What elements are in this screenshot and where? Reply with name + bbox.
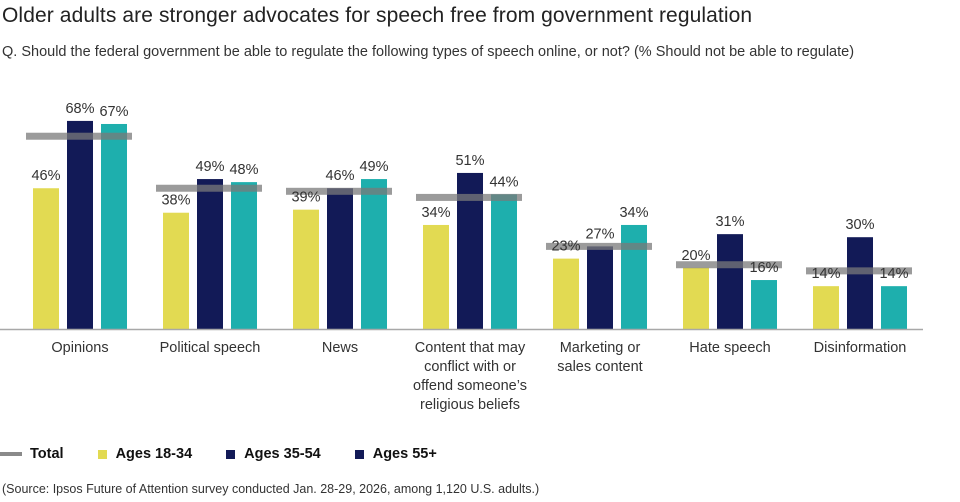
bar-ages-55 <box>361 179 387 329</box>
legend-label-total: Total <box>30 446 64 462</box>
legend-label-ages-35-54: Ages 35-54 <box>244 446 321 462</box>
data-label: 27% <box>585 226 614 242</box>
category-label-line: News <box>322 340 358 356</box>
legend-item-ages-18-34: Ages 18-34 <box>92 446 193 462</box>
legend-swatch-ages-55-plus <box>354 449 364 459</box>
source-note: (Source: Ipsos Future of Attention surve… <box>2 482 540 496</box>
legend-swatch-ages-18-34 <box>97 449 107 459</box>
bar-ages-18-34 <box>553 258 579 329</box>
data-label: 46% <box>325 168 354 184</box>
total-marker-line <box>286 187 392 195</box>
data-label: 38% <box>161 193 190 209</box>
category-label: Hate speech <box>689 340 770 356</box>
data-label: 49% <box>195 159 224 175</box>
category-label: Disinformation <box>814 340 907 356</box>
total-marker-line <box>546 242 652 250</box>
bar-ages-18-34 <box>293 209 319 329</box>
bar-ages-55 <box>491 194 517 329</box>
category-label: Marketing or sales content <box>557 340 642 375</box>
bar-ages-55 <box>881 286 907 329</box>
data-label: 46% <box>31 168 60 184</box>
bar-ages-18-34 <box>813 286 839 329</box>
bar-ages-18-34 <box>33 188 59 329</box>
chart-subtitle: Q. Should the federal government be able… <box>2 44 855 60</box>
category-label-line: sales content <box>557 359 642 375</box>
data-label: 68% <box>65 101 94 117</box>
data-label: 14% <box>879 266 908 282</box>
category-label-line: conflict with or <box>424 359 516 375</box>
legend-line-total <box>0 452 22 456</box>
bar-ages-18-34 <box>683 267 709 329</box>
data-label: 44% <box>489 174 518 190</box>
bar-ages-18-34 <box>423 224 449 329</box>
legend-item-ages-55-plus: Ages 55+ <box>349 446 437 462</box>
category-label: News <box>322 340 358 356</box>
legend-label-ages-55-plus: Ages 55+ <box>372 446 437 462</box>
category-label: Content that may conflict with or offend s… <box>413 340 527 413</box>
category-label: Opinions <box>51 340 108 356</box>
legend-item-ages-35-54: Ages 35-54 <box>220 446 321 462</box>
category-label-line: Content that may <box>415 340 526 356</box>
category-label-line: Hate speech <box>689 340 770 356</box>
data-label: 16% <box>749 260 778 276</box>
legend-label-ages-18-34: Ages 18-34 <box>115 446 193 462</box>
data-label: 49% <box>359 159 388 175</box>
data-label: 23% <box>551 239 580 255</box>
data-label: 48% <box>229 162 258 178</box>
category-label: Political speech <box>160 340 261 356</box>
data-label: 39% <box>291 190 320 206</box>
total-marker-line <box>156 184 262 192</box>
bar-chart: 46% 68% 67% 38% 49% 48% 39% 46% 49% 34% 51% 44% 23% 2… <box>0 101 923 413</box>
bar-ages-55 <box>101 123 127 329</box>
bar-ages-35-54 <box>197 179 223 329</box>
data-label: 67% <box>99 104 128 120</box>
total-marker-line <box>806 267 912 275</box>
data-label: 14% <box>811 266 840 282</box>
data-label: 34% <box>421 205 450 221</box>
bar-ages-35-54 <box>717 234 743 329</box>
data-label: 31% <box>715 214 744 230</box>
category-label-line: religious beliefs <box>420 397 520 413</box>
data-label: 30% <box>845 217 874 233</box>
category-label-line: Marketing or <box>560 340 641 356</box>
category-label-line: Opinions <box>51 340 108 356</box>
bar-ages-18-34 <box>163 212 189 329</box>
total-marker-line <box>416 193 522 201</box>
bar-ages-35-54 <box>847 237 873 329</box>
legend-item-total: Total <box>0 446 64 462</box>
bar-ages-55 <box>231 182 257 329</box>
bar-ages-55 <box>751 280 777 329</box>
bar-ages-35-54 <box>587 246 613 329</box>
legend-swatch-ages-35-54 <box>226 449 236 459</box>
data-label: 34% <box>619 205 648 221</box>
total-marker-line <box>676 261 782 269</box>
bar-ages-35-54 <box>67 120 93 329</box>
bar-ages-55 <box>621 224 647 329</box>
chart-title: Older adults are stronger advocates for … <box>2 4 753 27</box>
bar-ages-35-54 <box>327 188 353 329</box>
legend: Total Ages 18-34 Ages 35-54 Ages 55+ <box>0 444 465 464</box>
data-label: 51% <box>455 153 484 169</box>
total-marker-line <box>26 132 132 140</box>
category-label-line: Disinformation <box>814 340 907 356</box>
category-label-line: Political speech <box>160 340 261 356</box>
category-label-line: offend someone’s <box>413 378 527 394</box>
data-label: 20% <box>681 248 710 264</box>
